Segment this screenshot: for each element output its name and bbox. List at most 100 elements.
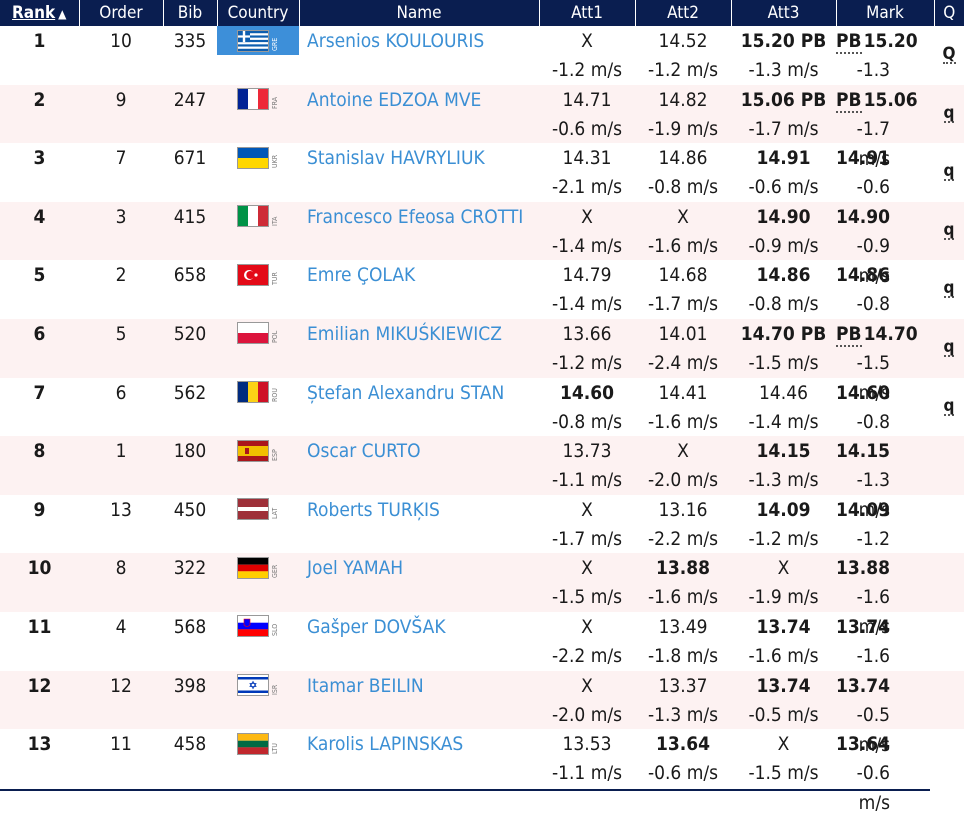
a3-value: 14.86 bbox=[756, 264, 811, 287]
mark-cell: 13.74 -0.5 m/s bbox=[836, 670, 934, 756]
country-header[interactable]: Country bbox=[216, 0, 299, 26]
bib-cell: 415 bbox=[163, 201, 217, 261]
a2-value: 13.37 bbox=[658, 674, 708, 697]
table-row: 6 5 520 POL Emilian MIKUŚKIEWICZ 13.66 -1… bbox=[0, 318, 964, 404]
country-cell[interactable]: GER bbox=[217, 553, 299, 612]
name-header[interactable]: Name bbox=[298, 0, 539, 26]
a1-cell: X -1.5 m/s bbox=[539, 553, 635, 612]
name-cell[interactable]: Arsenios KOULOURIS bbox=[299, 26, 539, 85]
a2-value: 13.64 bbox=[655, 733, 711, 756]
name-cell[interactable]: Francesco Efeosa CROTTI bbox=[299, 201, 539, 261]
mark-cell: 14.09 -1.2 m/s bbox=[836, 495, 934, 580]
athlete-name-link[interactable]: Joel YAMAH bbox=[307, 557, 404, 580]
country-cell[interactable]: ROU bbox=[217, 378, 299, 437]
header-row: Rank ▲ Order Bib Country Name Att1 Att2 A… bbox=[0, 0, 964, 26]
a1-cell: X -1.7 m/s bbox=[539, 495, 635, 554]
a3-value: 14.70 PB bbox=[740, 322, 827, 345]
country-cell[interactable]: POL bbox=[217, 318, 299, 378]
mark-wind: -0.6 m/s bbox=[856, 762, 890, 815]
rank-value: 13 bbox=[27, 733, 52, 756]
name-cell[interactable]: Itamar BEILIN bbox=[299, 670, 539, 730]
athlete-name-link[interactable]: Antoine EDZOA MVE bbox=[307, 88, 482, 111]
a1-wind: -2.0 m/s bbox=[551, 703, 623, 726]
name-cell[interactable]: Antoine EDZOA MVE bbox=[299, 84, 539, 144]
rank-header[interactable]: Rank ▲ bbox=[0, 0, 79, 26]
a2-cell: 13.37 -1.3 m/s bbox=[635, 670, 731, 730]
country-cell[interactable]: ESP bbox=[217, 436, 299, 495]
att3-header[interactable]: Att3 bbox=[730, 0, 836, 26]
country-cell[interactable]: LTU bbox=[217, 729, 299, 788]
a2-cell: 14.86 -0.8 m/s bbox=[635, 143, 731, 202]
table-row: 5 2 658 TUR Emre ÇOLAK 14.79 -1.4 m/s 14.6… bbox=[0, 260, 964, 345]
country-code: ESP bbox=[271, 448, 279, 461]
rank-value: 8 bbox=[33, 440, 46, 463]
order-cell: 9 bbox=[79, 84, 163, 144]
a3-cell: 14.70 PB -1.5 m/s bbox=[731, 318, 836, 378]
order-cell: 2 bbox=[79, 260, 163, 319]
a1-wind: -1.7 m/s bbox=[551, 527, 623, 550]
bib-cell: 520 bbox=[163, 318, 217, 378]
a1-value: 14.71 bbox=[562, 88, 612, 111]
athlete-name-link[interactable]: Arsenios KOULOURIS bbox=[307, 30, 485, 52]
athlete-name-link[interactable]: Emilian MIKUŚKIEWICZ bbox=[307, 322, 502, 345]
athlete-name-link[interactable]: Oscar CURTO bbox=[307, 440, 421, 463]
bib-value: 415 bbox=[173, 205, 207, 228]
country-cell[interactable]: TUR bbox=[217, 260, 299, 319]
mark-wind: -0.9 m/s bbox=[856, 234, 890, 287]
qualification-cell bbox=[934, 670, 964, 730]
country-cell[interactable]: ITA bbox=[217, 201, 299, 261]
table-row: 9 13 450 LAT Roberts TURĶIS X -1.7 m/s 13.… bbox=[0, 495, 964, 580]
name-cell[interactable]: Ștefan Alexandru STAN bbox=[299, 378, 539, 437]
a1-cell: X -1.2 m/s bbox=[539, 26, 635, 85]
a1-value: X bbox=[581, 557, 593, 580]
country-cell[interactable]: ISR bbox=[217, 670, 299, 730]
country-cell[interactable]: LAT bbox=[217, 495, 299, 554]
a2-value: 13.88 bbox=[655, 557, 711, 580]
att1-header[interactable]: Att1 bbox=[538, 0, 635, 26]
athlete-name-link[interactable]: Stanislav HAVRYLIUK bbox=[307, 147, 485, 170]
order-value: 2 bbox=[115, 264, 127, 287]
mark-value: 13.64 bbox=[836, 733, 891, 756]
order-cell: 6 bbox=[79, 378, 163, 437]
name-cell[interactable]: Emre ÇOLAK bbox=[299, 260, 539, 319]
order-header[interactable]: Order bbox=[78, 0, 163, 26]
country-cell[interactable]: FRA bbox=[217, 84, 299, 144]
mark-cell: 13.88 -1.6 m/s bbox=[836, 553, 934, 638]
name-cell[interactable]: Joel YAMAH bbox=[299, 553, 539, 612]
athlete-name-link[interactable]: Karolis LAPINSKAS bbox=[307, 733, 464, 756]
a3-wind: -0.8 m/s bbox=[748, 293, 819, 316]
qualification-cell bbox=[934, 729, 964, 788]
a3-wind: -0.6 m/s bbox=[748, 176, 819, 199]
athlete-name-link[interactable]: Emre ÇOLAK bbox=[307, 264, 416, 287]
athlete-name-link[interactable]: Itamar BEILIN bbox=[307, 674, 424, 697]
a2-wind: -1.6 m/s bbox=[647, 410, 719, 433]
bib-header[interactable]: Bib bbox=[162, 0, 217, 26]
mark-header[interactable]: Mark bbox=[835, 0, 934, 26]
name-cell[interactable]: Karolis LAPINSKAS bbox=[299, 729, 539, 788]
athlete-name-link[interactable]: Francesco Efeosa CROTTI bbox=[307, 205, 524, 228]
country-cell[interactable]: UKR bbox=[217, 143, 299, 202]
athlete-name-link[interactable]: Roberts TURĶIS bbox=[307, 498, 440, 521]
rank-value: 2 bbox=[33, 88, 46, 111]
qualification-cell: q bbox=[934, 378, 964, 437]
a1-wind: -1.4 m/s bbox=[551, 234, 623, 257]
order-value: 1 bbox=[115, 440, 127, 463]
mark-wind: -0.8 m/s bbox=[856, 293, 890, 345]
name-cell[interactable]: Gašper DOVŠAK bbox=[299, 612, 539, 671]
athlete-name-link[interactable]: Gašper DOVŠAK bbox=[307, 615, 446, 638]
name-cell[interactable]: Roberts TURĶIS bbox=[299, 495, 539, 554]
q-header[interactable]: Q bbox=[933, 0, 964, 26]
name-cell[interactable]: Stanislav HAVRYLIUK bbox=[299, 143, 539, 202]
att2-header[interactable]: Att2 bbox=[634, 0, 731, 26]
country-cell[interactable]: GRE bbox=[217, 26, 299, 85]
bib-value: 458 bbox=[173, 733, 207, 756]
a2-value: X bbox=[677, 205, 689, 228]
name-cell[interactable]: Emilian MIKUŚKIEWICZ bbox=[299, 318, 539, 378]
a2-wind: -2.0 m/s bbox=[647, 469, 719, 492]
order-cell: 3 bbox=[79, 201, 163, 261]
a3-cell: 15.06 PB -1.7 m/s bbox=[731, 84, 836, 144]
order-value: 11 bbox=[110, 733, 132, 756]
name-cell[interactable]: Oscar CURTO bbox=[299, 436, 539, 495]
country-cell[interactable]: SLO bbox=[217, 612, 299, 671]
athlete-name-link[interactable]: Ștefan Alexandru STAN bbox=[307, 381, 505, 404]
